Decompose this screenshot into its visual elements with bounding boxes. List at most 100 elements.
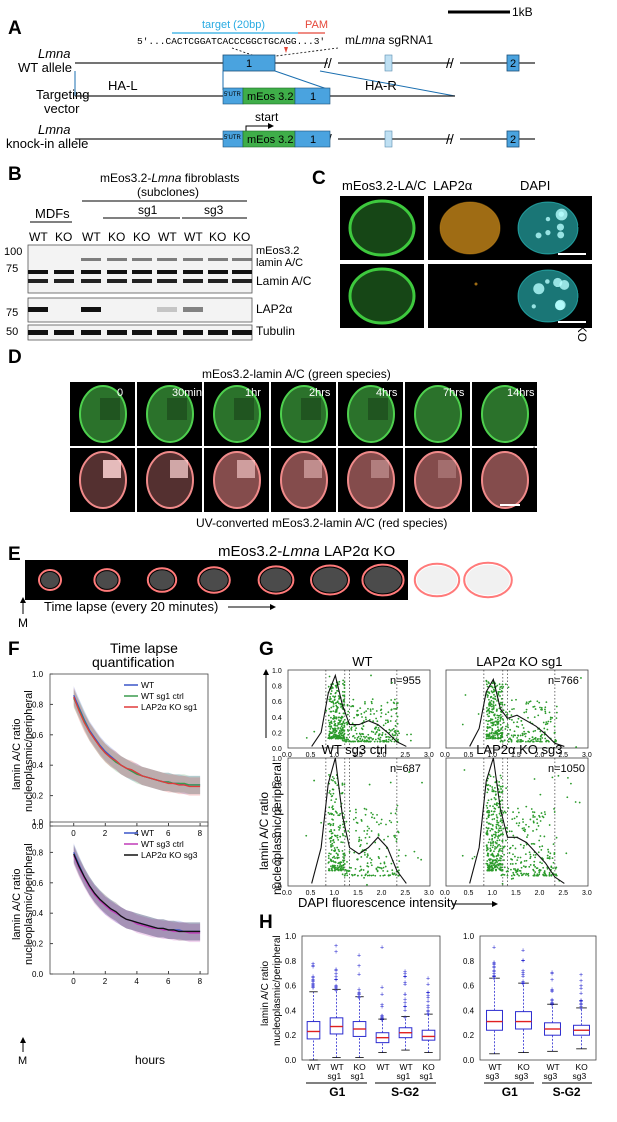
scatter-point [491,838,493,841]
y-tick-label: 0.0 [32,822,44,831]
scatter-point [543,727,546,730]
outlier: + [550,977,554,984]
scatter-point [342,856,345,858]
scatter-point [532,821,535,824]
scatter-point [305,834,308,837]
scatter-point [333,720,336,723]
band-lap2a [28,307,48,312]
scatter-point [341,782,344,785]
nucleus-green [348,199,416,257]
plot-frame [49,821,209,975]
scatter-point [343,726,346,728]
scatter-point [494,781,497,784]
panel-letter-c: C [312,168,326,189]
outlier: + [521,979,525,986]
chromocenter [559,280,570,290]
scatter-point [354,808,357,811]
scatter-point [535,867,538,870]
nucleus-interior [41,572,59,588]
scatter-point [578,801,581,804]
scatter-point [532,738,535,741]
scatter-point [486,696,489,698]
outlier: + [357,994,361,1001]
scatter-point [356,738,358,741]
scatter-point [336,853,339,856]
scatter-point [499,695,501,697]
scatter-point [491,708,494,711]
scatter-point [391,869,394,872]
scatter-point [331,775,334,778]
scatter-point [545,739,548,742]
scatter-point [333,735,336,738]
tile-c [428,264,512,328]
scatter-point [345,820,348,823]
outlier: + [550,1000,554,1007]
scatter-point [492,813,495,816]
scatter-point [378,738,381,741]
x-tick-label: 2.0 [377,890,387,897]
western-blots [27,244,253,341]
band-tubulin [232,330,252,335]
scatter-point [543,835,546,838]
svg-text:UV-converted mEos3.2-lamin A/C: UV-converted mEos3.2-lamin A/C (red spec… [196,516,447,530]
scatter-point [327,719,330,722]
svg-text:nucleoplasmic/peripheral: nucleoplasmic/peripheral [272,935,283,1046]
y-tick-label: 1.0 [272,668,282,675]
scatter-point [493,818,496,820]
svg-text:Lmna: Lmna [38,122,71,137]
svg-text:LAP2α KO: LAP2α KO [575,285,589,342]
scatter-point [512,834,515,837]
outlier: + [579,997,583,1004]
scatter-point [496,699,498,702]
density-curve [311,673,407,747]
scatter-point [495,868,498,871]
scatter-point [343,783,346,786]
tile-e [101,560,128,600]
x-tick-label: 2 [103,977,108,986]
scatter-point [492,704,495,707]
scatter-point [488,859,491,862]
nucleus-interior [416,565,458,595]
scatter-point [395,837,398,840]
scatter-point [503,703,506,706]
photoconversion-timelapse: 0 30min 1hr 2hrs 4hrs 7hrs 14hrs [70,382,537,512]
scatter-point [354,867,357,870]
blot-strip [27,297,253,323]
scatter-point [487,737,490,740]
panel-letter-b: B [8,164,22,185]
y-tick-label: 1.0 [32,670,44,679]
scatter-point [489,805,491,807]
scatter-point [570,782,572,785]
scatter-point [511,863,514,865]
scatter-point [524,874,527,876]
scatter-point [533,873,536,876]
scatter-point [390,699,393,701]
scatter-point [491,859,494,862]
scatter-point [341,690,344,693]
scatter-point [370,700,373,703]
scatter-point [492,724,494,727]
scatter-point [538,873,541,876]
lane-label: KO [133,230,150,244]
nucleus-red [347,451,395,509]
scatter-point [533,705,536,708]
scatter-point [393,872,396,875]
scatter-point [539,735,542,738]
outlier: + [311,979,315,986]
group-sublabel: sg3 [486,1071,500,1081]
outlier: + [357,995,361,1002]
nucleus-rim [517,269,579,323]
scatter-point [360,740,363,743]
scatter-point [343,863,346,865]
scatter-point [341,784,344,786]
band-meos [183,258,203,261]
lane-label: KO [233,230,250,244]
scatter-point [328,790,331,792]
scatter-point [500,833,503,836]
bleach-region [368,398,388,420]
scatter-point [410,733,412,736]
scatter-point [486,723,489,726]
outlier: + [403,1004,407,1011]
scatter-point [503,810,506,813]
nucleus-rim [310,564,350,596]
